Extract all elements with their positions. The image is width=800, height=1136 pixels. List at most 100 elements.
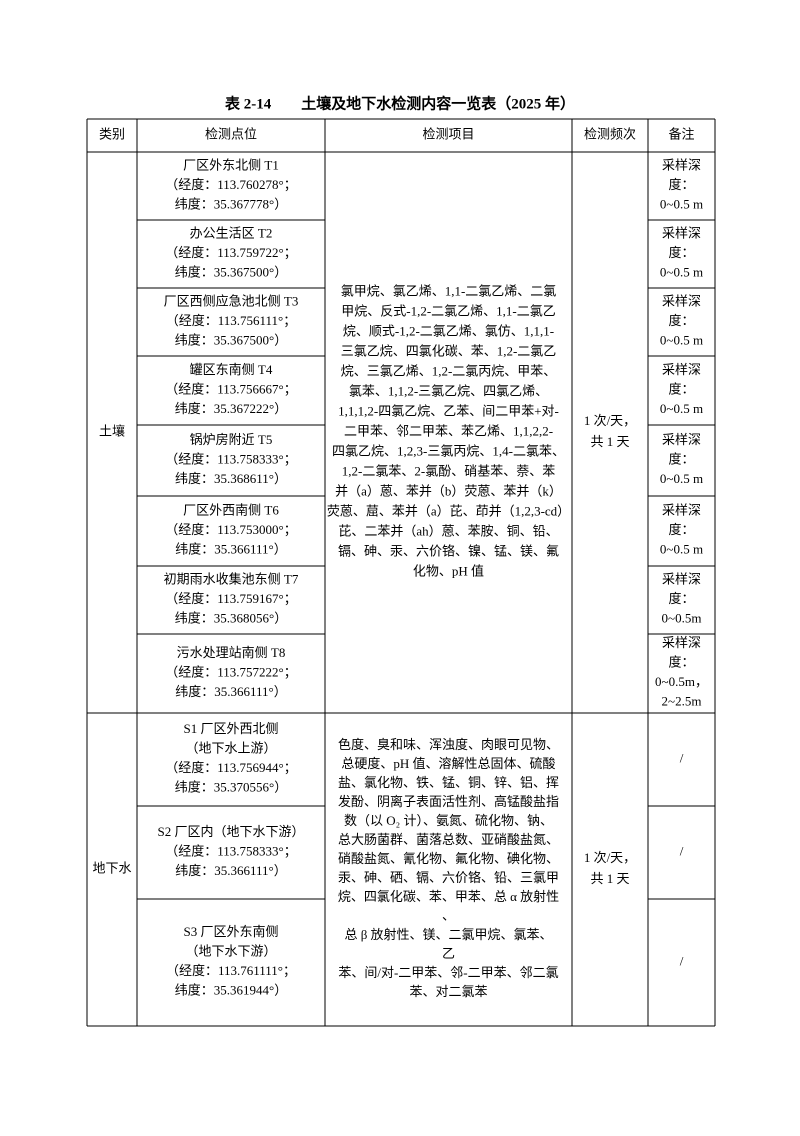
location: 纬度：35.361944°） bbox=[175, 983, 287, 998]
header-cell: 类别 bbox=[99, 126, 125, 141]
remark: 度： bbox=[668, 522, 694, 537]
test-items: 乙 bbox=[442, 946, 455, 961]
header-cell: 检测点位 bbox=[205, 126, 257, 141]
location: 纬度：35.368611°） bbox=[175, 471, 287, 486]
location: 锅炉房附近 T5 bbox=[190, 432, 273, 447]
location: 纬度：35.366111°） bbox=[175, 541, 286, 556]
frequency: 共 1 天 bbox=[590, 434, 629, 449]
test-items: 烷、三氯乙烯、1,2-二氯丙烷、甲苯、 bbox=[341, 363, 557, 378]
category: 地下水 bbox=[92, 860, 131, 875]
test-items: 发酚、阴离子表面活性剂、高锰酸盐指 bbox=[338, 794, 559, 809]
test-items: 氯甲烷、氯乙烯、1,1-二氯乙烯、二氯 bbox=[341, 283, 557, 298]
remark: 度： bbox=[668, 591, 694, 606]
frequency: 共 1 天 bbox=[590, 871, 629, 886]
location: 纬度：35.370556°） bbox=[175, 780, 287, 795]
test-items: 荧蒽、䓛、苯并（a）芘、茚并（1,2,3-cd） bbox=[327, 503, 570, 518]
location: 初期雨水收集池东侧 T7 bbox=[164, 571, 299, 586]
location: 厂区外东北侧 T1 bbox=[183, 157, 279, 172]
test-items: 1,1,1,2-四氯乙烷、乙苯、间二甲苯+对- bbox=[338, 403, 559, 418]
test-items: 总大肠菌群、菌落总数、亚硝酸盐氮、 bbox=[338, 832, 559, 847]
test-items: 二甲苯、邻二甲苯、苯乙烯、1,1,2,2- bbox=[344, 423, 553, 438]
remark: 0~0.5m bbox=[662, 610, 702, 625]
test-items: 并（a）蒽、苯并（b）荧蒽、苯并（k） bbox=[335, 483, 562, 498]
remark: 2~2.5m bbox=[662, 694, 702, 709]
location: 纬度：35.367500°） bbox=[175, 332, 287, 347]
remark: 采样深 bbox=[662, 225, 701, 240]
header-cell: 备注 bbox=[668, 126, 694, 141]
remark: 采样深 bbox=[662, 635, 701, 650]
test-items: 盐、氯化物、铁、锰、铜、锌、铝、挥 bbox=[338, 775, 559, 790]
test-items: 烷、四氯化碳、苯、甲苯、总 α 放射性 bbox=[338, 889, 559, 904]
remark: 0~0.5 m bbox=[660, 332, 703, 347]
remark: 采样深 bbox=[662, 571, 701, 586]
test-items: 芘、二苯并（ah）蒽、苯胺、铜、铅、 bbox=[338, 523, 558, 538]
remark: / bbox=[680, 843, 684, 858]
location: （经度：113.757222°； bbox=[165, 664, 296, 680]
remark: 度： bbox=[668, 177, 694, 192]
remark: 0~0.5 m bbox=[660, 471, 703, 486]
location: 污水处理站南侧 T8 bbox=[177, 645, 286, 660]
table-title: 表 2-14 土壤及地下水检测内容一览表（2025 年） bbox=[225, 94, 575, 112]
location: 纬度：35.367222°） bbox=[175, 401, 287, 416]
location: S3 厂区外东南侧 bbox=[184, 924, 279, 939]
remark: 度： bbox=[668, 313, 694, 328]
remark: 采样深 bbox=[662, 432, 701, 447]
location: （经度：113.758333°； bbox=[165, 451, 296, 467]
remark: 采样深 bbox=[662, 293, 701, 308]
location: （经度：113.756667°； bbox=[165, 381, 296, 397]
location: S2 厂区内（地下水下游） bbox=[158, 824, 305, 839]
location: （经度：113.761111°； bbox=[166, 963, 296, 979]
header-cell: 检测项目 bbox=[422, 126, 474, 141]
test-items: 1,2-二氯苯、2-氯酚、硝基苯、萘、苯 bbox=[342, 463, 555, 478]
location: （经度：113.756944°； bbox=[165, 760, 296, 776]
location: （经度：113.753000°； bbox=[165, 522, 296, 538]
test-items: 氯苯、1,1,2-三氯乙烷、四氯乙烯、 bbox=[349, 383, 548, 398]
test-items: 化物、pH 值 bbox=[413, 563, 484, 578]
remark: / bbox=[680, 953, 684, 968]
location: 厂区外西南侧 T6 bbox=[183, 502, 279, 517]
location: （经度：113.756111°； bbox=[166, 313, 297, 329]
location: 纬度：35.366111°） bbox=[175, 863, 286, 878]
remark: 采样深 bbox=[662, 362, 701, 377]
frequency: 1 次/天， bbox=[584, 850, 636, 865]
location: 办公生活区 T2 bbox=[190, 225, 273, 240]
remark: 采样深 bbox=[662, 157, 701, 172]
location: 纬度：35.367500°） bbox=[175, 264, 287, 279]
remark: 度： bbox=[668, 451, 694, 466]
remark: 度： bbox=[668, 655, 694, 670]
test-items: 甲烷、反式-1,2-二氯乙烯、1,1-二氯乙 bbox=[341, 303, 556, 318]
test-items: 总 β 放射性、镁、二氯甲烷、氯苯、 bbox=[344, 927, 552, 942]
location: （经度：113.759722°； bbox=[165, 245, 296, 261]
test-items: 四氯乙烷、1,2,3-三氯丙烷、1,4-二氯苯、 bbox=[332, 443, 565, 458]
location: S1 厂区外西北侧 bbox=[184, 721, 279, 736]
test-items: 三氯乙烷、四氯化碳、苯、1,2-二氯乙 bbox=[341, 343, 557, 358]
frequency: 1 次/天， bbox=[584, 413, 636, 428]
location: （地下水上游） bbox=[185, 741, 276, 756]
location: 纬度：35.366111°） bbox=[175, 684, 286, 699]
remark: 0~0.5 m bbox=[660, 196, 703, 211]
test-items: 苯、对二氯苯 bbox=[409, 984, 487, 999]
category: 土壤 bbox=[99, 423, 125, 438]
test-items: 汞、砷、硒、镉、六价铬、铅、三氯甲 bbox=[338, 870, 559, 885]
test-items: 数（以 O₂ 计）、氨氮、硫化物、钠、 bbox=[344, 813, 553, 828]
test-items: 硝酸盐氮、氰化物、氟化物、碘化物、 bbox=[338, 851, 559, 866]
test-items: 镉、砷、汞、六价铬、镍、锰、镁、氟 bbox=[338, 543, 559, 558]
remark: 度： bbox=[668, 245, 694, 260]
test-items: 苯、间/对-二甲苯、邻-二甲苯、邻二氯 bbox=[338, 965, 558, 980]
test-items: 色度、臭和味、浑浊度、肉眼可见物、 bbox=[338, 737, 559, 752]
location: （经度：113.759167°； bbox=[165, 591, 296, 607]
remark: 0~0.5 m bbox=[660, 264, 703, 279]
location: （地下水下游） bbox=[185, 944, 276, 959]
location: 厂区西侧应急池北侧 T3 bbox=[164, 293, 299, 308]
test-items: 总硬度、pH 值、溶解性总固体、硫酸 bbox=[341, 756, 555, 771]
test-items: 、 bbox=[442, 908, 455, 923]
header-cell: 检测频次 bbox=[584, 126, 636, 141]
location: （经度：113.760278°； bbox=[165, 177, 296, 193]
remark: 0~0.5 m bbox=[660, 541, 703, 556]
remark: 采样深 bbox=[662, 502, 701, 517]
remark: 0~0.5 m bbox=[660, 401, 703, 416]
remark: 度： bbox=[668, 381, 694, 396]
location: （经度：113.758333°； bbox=[165, 843, 296, 859]
location: 罐区东南侧 T4 bbox=[190, 362, 273, 377]
